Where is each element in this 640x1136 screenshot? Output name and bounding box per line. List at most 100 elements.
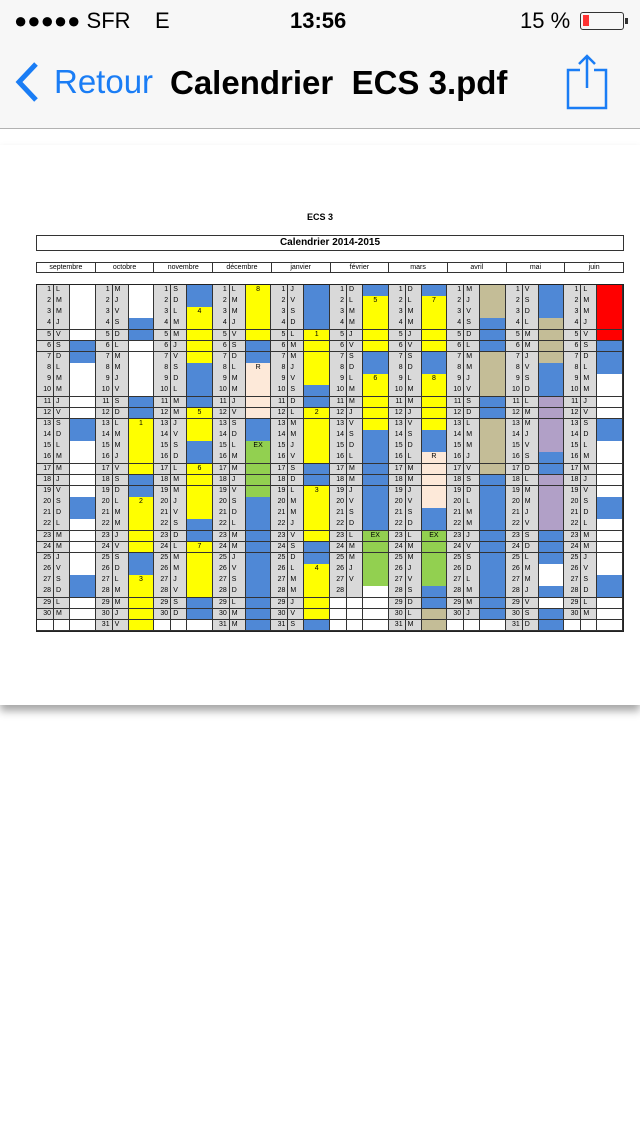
weekday-letter: S [405, 508, 422, 520]
day-number: 22 [388, 519, 406, 532]
weekday-letter: L [405, 452, 422, 465]
day-cell [480, 608, 506, 621]
day-cell [480, 407, 506, 420]
day-number: 24 [95, 541, 113, 554]
weekday-letter: D [581, 508, 598, 520]
weekday-letter: L [347, 296, 363, 308]
day-cell [128, 363, 155, 375]
day-cell [480, 396, 506, 409]
day-cell [480, 497, 506, 509]
day-number: 24 [330, 541, 347, 554]
day-cell [480, 351, 506, 364]
day-cell [421, 519, 448, 532]
weekday-letter: V [464, 463, 481, 476]
day-number: 1 [37, 285, 54, 297]
day-cell [480, 363, 506, 375]
weekday-letter: L [522, 474, 539, 487]
day-number: 3 [447, 307, 465, 319]
day-number: 31 [505, 619, 523, 632]
day-number: 22 [271, 519, 289, 532]
day-cell [597, 285, 623, 297]
day-number: 10 [95, 385, 113, 398]
weekday-letter: V [54, 329, 70, 342]
day-number: 22 [95, 519, 113, 532]
day-number: 2 [37, 296, 54, 308]
weekday-letter: V [522, 285, 539, 297]
day-number: 7 [154, 351, 172, 364]
weekday-letter: S [112, 396, 129, 409]
day-cell [245, 586, 272, 598]
weekday-letter: J [347, 564, 363, 576]
day-cell [538, 463, 565, 476]
day-cell [538, 318, 565, 331]
weekday-letter: S [464, 396, 481, 409]
share-icon[interactable] [566, 54, 610, 110]
day-number: 6 [37, 340, 54, 353]
day-number: 5 [447, 329, 465, 342]
day-cell [187, 552, 213, 565]
day-number: 8 [37, 363, 54, 375]
day-number: 15 [564, 441, 582, 453]
day-cell [187, 441, 213, 453]
weekday-letter: L [581, 363, 598, 375]
back-button[interactable]: Retour [14, 62, 153, 102]
day-cell [597, 463, 623, 476]
day-number: 12 [447, 407, 465, 420]
weekday-letter: J [522, 586, 539, 598]
weekday-letter: S [522, 374, 539, 386]
day-cell [538, 541, 565, 554]
weekday-letter: L [347, 452, 363, 465]
weekday-letter: V [522, 597, 539, 610]
day-number: 18 [212, 474, 230, 487]
weekday-letter: L [171, 385, 188, 398]
empty-cell [54, 619, 70, 632]
weekday-letter: D [405, 363, 422, 375]
day-number: 1 [271, 285, 289, 297]
day-cell [304, 340, 330, 353]
weekday-letter: D [581, 351, 598, 364]
weekday-letter: J [112, 530, 129, 543]
day-number: 18 [447, 474, 465, 487]
weekday-letter: M [581, 374, 598, 386]
weekday-letter: M [581, 385, 598, 398]
empty-cell [363, 597, 389, 610]
day-number: 8 [330, 363, 347, 375]
day-cell [245, 575, 272, 587]
weekday-letter: L [229, 285, 246, 297]
weekday-letter: J [171, 418, 188, 431]
weekday-letter: D [464, 407, 481, 420]
day-number: 4 [505, 318, 523, 331]
weekday-letter: L [229, 363, 246, 375]
day-cell [480, 374, 506, 386]
weekday-letter: V [112, 541, 129, 554]
day-number: 8 [388, 363, 406, 375]
day-number: 22 [330, 519, 347, 532]
weekday-letter: M [171, 318, 188, 331]
weekday-letter: D [288, 396, 305, 409]
day-cell [128, 519, 155, 532]
weekday-letter: L [54, 597, 70, 610]
day-cell [187, 519, 213, 532]
day-number: 28 [37, 586, 54, 598]
weekday-letter: S [464, 318, 481, 331]
day-cell [187, 418, 213, 431]
month-header-row: septembre octobre novembre décembre janvier f… [36, 262, 624, 273]
day-cell [304, 351, 330, 364]
weekday-letter: S [522, 452, 539, 465]
weekday-letter: D [464, 329, 481, 342]
day-number: 1 [564, 285, 582, 297]
day-number: 22 [447, 519, 465, 532]
weekday-letter: V [464, 385, 481, 398]
day-cell [245, 463, 272, 476]
day-number: 5 [564, 329, 582, 342]
day-number: 21 [271, 508, 289, 520]
day-cell [480, 485, 506, 498]
day-cell [538, 441, 565, 453]
day-number: 19 [154, 485, 172, 498]
day-cell [70, 452, 96, 465]
weekday-letter: S [54, 575, 70, 587]
day-cell [597, 552, 623, 565]
pdf-viewer[interactable] [0, 129, 640, 1136]
day-number: 25 [154, 552, 172, 565]
weekday-letter: M [54, 385, 70, 398]
